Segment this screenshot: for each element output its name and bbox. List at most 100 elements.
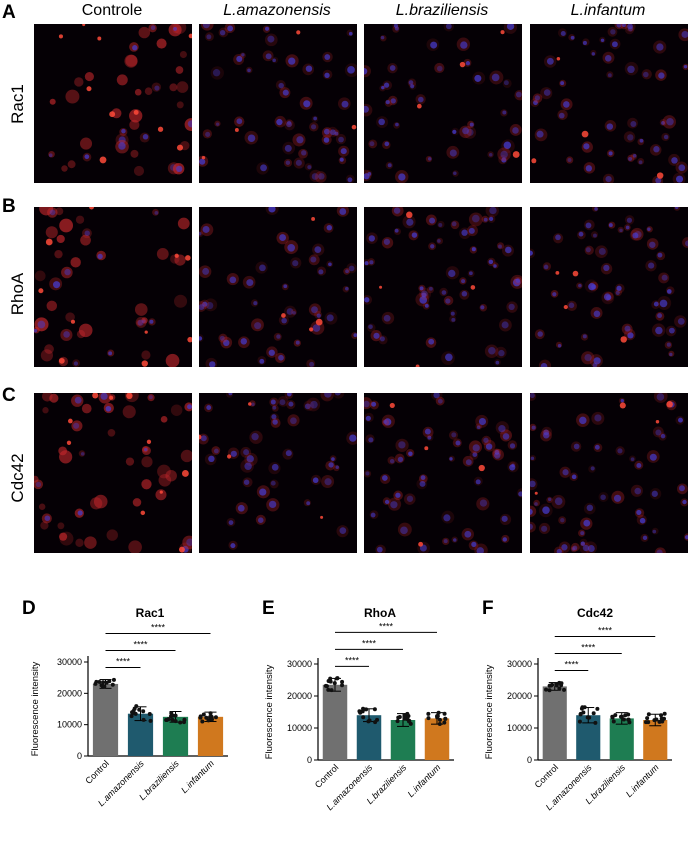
data-point bbox=[623, 713, 628, 718]
nucleus bbox=[421, 290, 428, 298]
cell bbox=[662, 115, 677, 129]
nucleus bbox=[661, 274, 668, 281]
data-point bbox=[593, 720, 598, 725]
nucleus bbox=[537, 331, 543, 337]
nucleus bbox=[626, 217, 633, 223]
nucleus bbox=[398, 441, 406, 449]
nucleus bbox=[408, 80, 414, 85]
nucleus bbox=[243, 479, 250, 485]
bright-spot bbox=[89, 207, 95, 210]
bright-spot bbox=[531, 158, 537, 164]
row-label-rac1: Rac1 bbox=[8, 84, 27, 124]
nucleus bbox=[580, 541, 586, 546]
cell bbox=[463, 126, 477, 139]
cell bbox=[165, 353, 180, 367]
micrograph-rac1-braziliensis bbox=[364, 24, 522, 183]
cell bbox=[40, 521, 49, 530]
cell bbox=[308, 303, 322, 316]
cell bbox=[629, 455, 636, 463]
nucleus bbox=[387, 163, 392, 168]
data-point bbox=[626, 717, 631, 722]
cell bbox=[314, 171, 327, 183]
nucleus bbox=[73, 361, 79, 366]
nucleus bbox=[557, 343, 562, 348]
cell bbox=[658, 272, 670, 284]
data-point bbox=[610, 715, 615, 720]
cell bbox=[468, 212, 483, 227]
cell bbox=[46, 300, 58, 312]
nucleus bbox=[678, 417, 683, 423]
cell bbox=[93, 494, 108, 509]
nucleus bbox=[408, 451, 413, 456]
nucleus bbox=[339, 157, 344, 162]
nucleus bbox=[324, 393, 332, 398]
cell bbox=[141, 350, 151, 360]
nucleus bbox=[476, 547, 484, 553]
nucleus bbox=[348, 31, 353, 36]
nucleus bbox=[236, 55, 243, 62]
nucleus bbox=[173, 26, 178, 31]
nucleus bbox=[278, 82, 284, 89]
data-point bbox=[129, 714, 134, 719]
cell bbox=[75, 538, 84, 548]
cell bbox=[128, 540, 142, 553]
nucleus bbox=[279, 234, 287, 241]
nucleus bbox=[74, 396, 82, 404]
nucleus bbox=[677, 317, 685, 325]
nucleus bbox=[267, 35, 275, 43]
bright-spot bbox=[109, 395, 114, 400]
nucleus bbox=[132, 45, 138, 51]
cell bbox=[380, 34, 387, 42]
nucleus bbox=[560, 518, 565, 523]
nucleus bbox=[253, 301, 258, 306]
bright-spot bbox=[185, 255, 191, 261]
nucleus bbox=[303, 100, 311, 108]
nucleus bbox=[398, 173, 406, 181]
bright-spot bbox=[415, 364, 420, 367]
nucleus bbox=[462, 127, 470, 135]
nucleus bbox=[84, 230, 90, 236]
bright-spot bbox=[188, 33, 192, 39]
cell bbox=[309, 169, 322, 183]
data-point bbox=[372, 707, 377, 712]
nucleus bbox=[223, 339, 230, 347]
bright-spot bbox=[97, 36, 102, 41]
cell bbox=[204, 298, 218, 312]
nucleus bbox=[498, 425, 506, 433]
cell bbox=[627, 117, 638, 129]
cell bbox=[498, 318, 512, 332]
nucleus bbox=[560, 30, 566, 37]
nucleus bbox=[259, 358, 265, 364]
nucleus bbox=[227, 25, 234, 32]
nucleus bbox=[406, 218, 414, 226]
cell bbox=[290, 309, 297, 316]
nucleus bbox=[349, 434, 357, 442]
nucleus bbox=[199, 231, 202, 236]
nucleus bbox=[543, 432, 550, 439]
bright-spot bbox=[133, 109, 139, 115]
cell bbox=[129, 119, 140, 130]
data-point bbox=[200, 719, 205, 724]
cell bbox=[174, 294, 188, 308]
nucleus bbox=[567, 158, 572, 163]
cell bbox=[485, 207, 499, 218]
nucleus bbox=[443, 539, 448, 544]
nucleus bbox=[471, 541, 477, 548]
cell bbox=[240, 446, 252, 458]
nucleus bbox=[230, 543, 236, 549]
x-tick-label: Control bbox=[83, 758, 111, 786]
nucleus bbox=[578, 283, 582, 288]
nucleus bbox=[312, 324, 321, 332]
micrograph-cdc42-control bbox=[34, 393, 192, 553]
significance-label: **** bbox=[564, 660, 579, 670]
bright-spot bbox=[655, 420, 660, 424]
nucleus bbox=[292, 311, 296, 315]
nucleus bbox=[530, 480, 536, 488]
cell bbox=[591, 361, 601, 367]
nucleus bbox=[63, 331, 70, 338]
nucleus bbox=[582, 40, 587, 45]
cell bbox=[177, 217, 190, 230]
data-point bbox=[557, 686, 562, 691]
bright-spot bbox=[563, 304, 568, 310]
data-point bbox=[137, 707, 142, 712]
